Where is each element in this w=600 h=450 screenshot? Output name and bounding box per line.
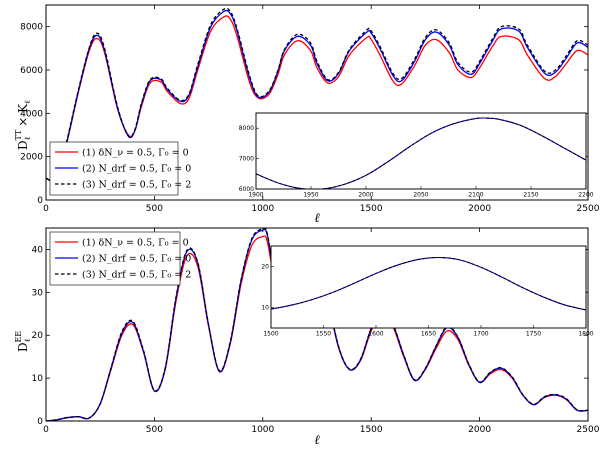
inset-frame-bg: [270, 245, 587, 329]
inset-frame-bg: [255, 112, 587, 190]
legend-bottom: (1) δN_ν = 0.5, Γ₀ = 0 (2) N_drf = 0.5, Γ…: [49, 231, 191, 286]
legend-top: (1) δN_ν = 0.5, Γ₀ = 0 (2) N_drf = 0.5, Γ…: [49, 141, 191, 196]
legend-label-2: (2) N_drf = 0.5, Γ₀ = 0: [82, 254, 191, 265]
inset-x-tick-label: 2050: [413, 192, 428, 199]
inset-y-tick-label: 8000: [239, 125, 254, 132]
x-tick-label: 1000: [251, 425, 274, 435]
inset-x-tick-label: 1700: [473, 331, 488, 338]
inset-series-line-3: [256, 117, 586, 189]
legend-label-3: (3) N_drf = 0.5, Γ₀ = 2: [82, 270, 191, 281]
series-group: [46, 7, 588, 182]
inset-x-tick-label: 1600: [368, 331, 383, 338]
inset-x-tick-label: 2200: [578, 192, 593, 199]
inset-y-tick-label: 6000: [239, 186, 254, 193]
x-tick-label: 2500: [577, 204, 600, 214]
inset-y-tick-label: 7000: [239, 156, 254, 163]
series-line-3: [46, 7, 588, 182]
inset-x-tick-label: 2000: [358, 192, 373, 199]
x-tick-label: 2000: [468, 425, 491, 435]
inset-x-tick-label: 1800: [578, 331, 593, 338]
plot-frame: [45, 227, 589, 422]
top-panel: DℓTT× Kℓ ℓ: [14, 100, 320, 226]
bottom-ylabel: DℓEE: [14, 331, 32, 352]
plot-frame: [45, 4, 589, 201]
inset-bottom: 1500 1550 1600 1650 1700 1750 1800 10 20: [261, 245, 594, 338]
x-tick-label: 2500: [577, 425, 600, 435]
x-tick-label: 0: [43, 204, 49, 214]
y-tick-label: 8000: [20, 23, 43, 33]
y-tick-label: 40: [32, 245, 44, 255]
y-tick-label: 4000: [20, 109, 43, 119]
x-tick-label: 0: [43, 425, 49, 435]
bottom-panel: DℓEE ℓ: [14, 331, 320, 448]
inset-series-group: [256, 117, 586, 189]
y-tick-label: 10: [32, 374, 44, 384]
inset-x-tick-label: 1500: [263, 331, 278, 338]
y-tick-label: 0: [37, 417, 43, 427]
inset-top: 1900 1950 2000 2050 2100 2150 2200 6000 7000 8000: [239, 112, 594, 199]
top-ylabel: DℓTT× Kℓ: [14, 100, 32, 150]
x-tick-label: 1000: [251, 204, 274, 214]
bottom-xlabel: ℓ: [314, 433, 320, 448]
plot-top: 0 500 1000 1500 2000 250002000400060008000190…: [20, 4, 600, 214]
inset-x-tick-label: 1900: [248, 192, 263, 199]
inset-x-tick-label: 2150: [523, 192, 538, 199]
y-tick-label: 0: [37, 196, 43, 206]
inset-x-tick-label: 1950: [303, 192, 318, 199]
inset-x-tick-label: 1750: [526, 331, 541, 338]
inset-y-tick-label: 20: [261, 264, 269, 271]
legend-label-3: (3) N_drf = 0.5, Γ₀ = 2: [82, 180, 191, 191]
y-tick-label: 6000: [20, 66, 43, 76]
y-tick-label: 2000: [20, 153, 43, 163]
y-tick-label: 20: [32, 331, 44, 341]
inset-x-tick-label: 2100: [468, 192, 483, 199]
series-line-2: [46, 9, 588, 182]
inset-x-tick-label: 1550: [316, 331, 331, 338]
inset-series-line-3: [271, 256, 586, 311]
x-tick-label: 500: [146, 425, 163, 435]
x-tick-label: 1500: [360, 425, 383, 435]
legend-label-2: (2) N_drf = 0.5, Γ₀ = 0: [82, 164, 191, 175]
x-tick-label: 1500: [360, 204, 383, 214]
inset-series-group: [271, 256, 586, 311]
x-tick-label: 500: [146, 204, 163, 214]
plot-bottom: 0 500 1000 1500 2000 2500 0 10 20 30 40 1500 1550 160…: [32, 227, 600, 435]
inset-x-tick-label: 1650: [421, 331, 436, 338]
x-tick-label: 2000: [468, 204, 491, 214]
y-tick-label: 30: [32, 288, 44, 298]
top-xlabel: ℓ: [314, 211, 320, 226]
inset-y-tick-label: 10: [261, 305, 269, 312]
legend-label-1: (1) δN_ν = 0.5, Γ₀ = 0: [82, 148, 189, 159]
legend-label-1: (1) δN_ν = 0.5, Γ₀ = 0: [82, 238, 189, 249]
